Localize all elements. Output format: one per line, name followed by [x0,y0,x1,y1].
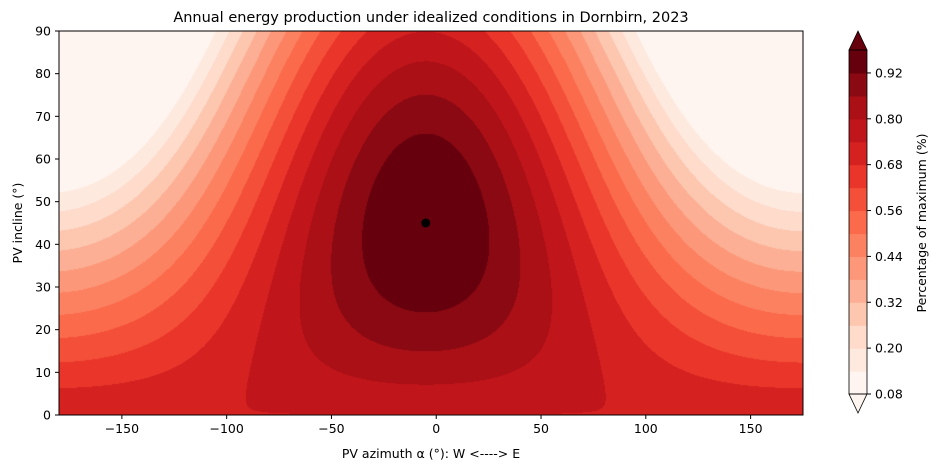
y-tick-label: 40 [35,237,51,252]
colorbar-tick-label: 0.08 [875,387,903,402]
colorbar: 0.08 0.20 0.32 0.44 0.56 0.68 0.80 0.92 [848,30,903,414]
colorbar-tick-label: 0.20 [875,341,903,356]
colorbar-band [849,279,867,303]
colorbar-tick-label: 0.80 [875,111,903,126]
colorbar-band [849,50,867,74]
colorbar-band [849,141,867,166]
colorbar-band [849,187,867,212]
colorbar-tick-label: 0.68 [875,157,903,172]
colorbar-extend-max [848,30,868,51]
x-tick-label: −150 [105,421,139,436]
colorbar-band [849,325,867,349]
y-tick-label: 80 [35,66,51,81]
colorbar-band [849,72,867,97]
colorbar-frame [848,49,868,395]
chart-title: Annual energy production under idealized… [173,10,688,26]
x-tick-label: −50 [318,421,344,436]
contour-field [59,31,803,415]
colorbar-band [849,118,867,143]
x-tick-label: 0 [432,421,440,436]
colorbar-band [849,233,867,257]
x-axis: −150 −100 −50 0 50 100 150 [105,415,763,436]
colorbar-band [849,95,867,120]
colorbar-tick-label: 0.92 [875,65,903,80]
colorbar-band [849,164,867,189]
y-tick-label: 0 [43,408,51,423]
x-axis-label: PV azimuth α (°): W <----> E [342,446,520,461]
x-tick-label: −100 [209,421,243,436]
colorbar-tick-label: 0.44 [875,249,903,264]
y-tick-label: 50 [35,194,51,209]
y-axis-label: PV incline (°) [10,183,25,264]
y-tick-label: 20 [35,322,51,337]
x-tick-label: 50 [533,421,549,436]
y-tick-label: 60 [35,152,51,167]
maximum-marker [421,218,431,228]
y-tick-label: 10 [35,365,51,380]
y-axis: 0 10 20 30 40 50 60 70 80 90 [35,24,59,423]
colorbar-band [849,371,867,395]
colorbar-tick-label: 0.32 [875,295,903,310]
colorbar-band [849,210,867,235]
plot-frame [58,30,804,416]
colorbar-label: Percentage of maximum (%) [914,134,929,313]
y-tick-label: 70 [35,109,51,124]
colorbar-band [849,256,867,280]
colorbar-tick-label: 0.56 [875,203,903,218]
colorbar-band [849,302,867,326]
x-tick-label: 150 [739,421,763,436]
y-tick-label: 30 [35,280,51,295]
colorbar-extend-min [848,393,868,414]
x-tick-label: 100 [634,421,658,436]
y-tick-label: 90 [35,24,51,39]
colorbar-band [849,348,867,372]
